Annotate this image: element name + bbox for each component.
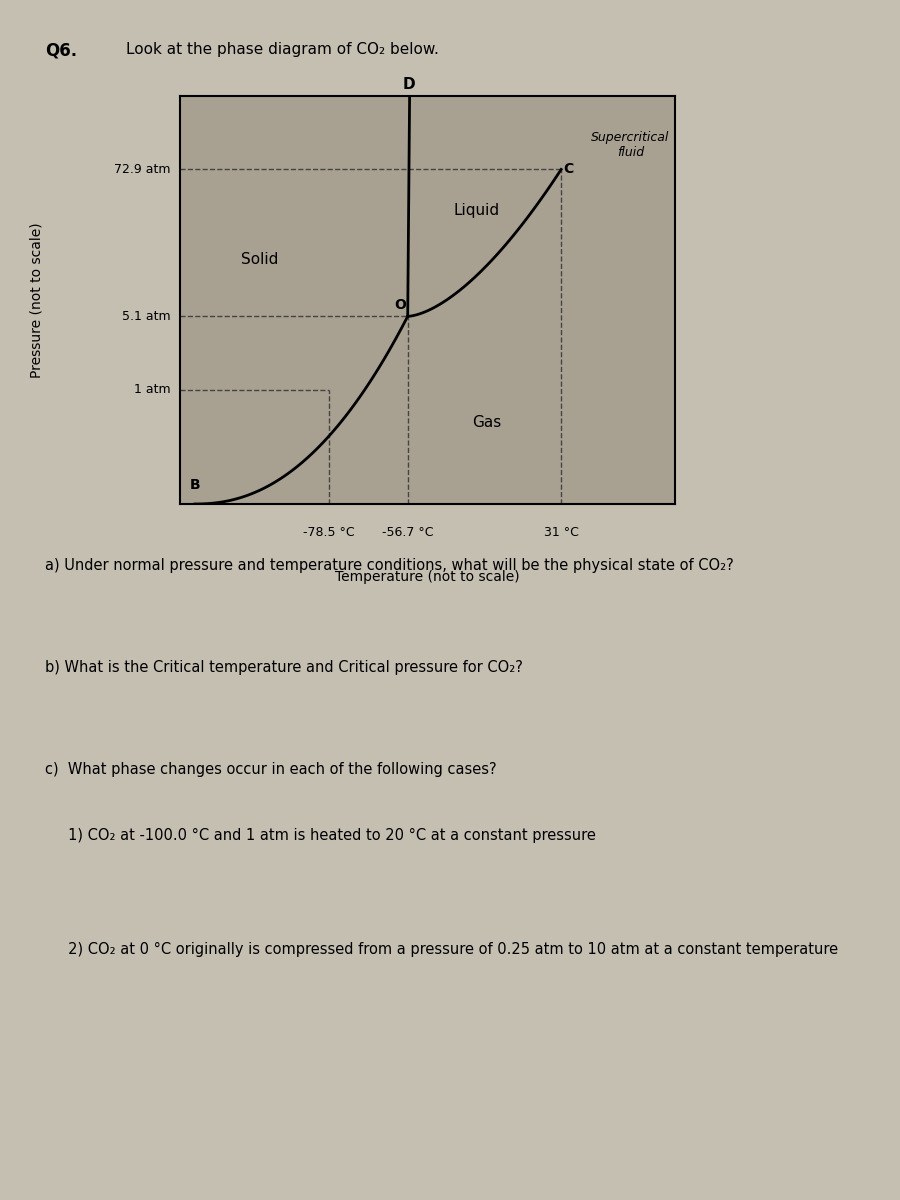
Text: 5.1 atm: 5.1 atm: [122, 310, 171, 323]
Text: 72.9 atm: 72.9 atm: [114, 163, 171, 176]
Text: 1 atm: 1 atm: [134, 383, 171, 396]
Text: 31 °C: 31 °C: [544, 526, 579, 539]
Text: -56.7 °C: -56.7 °C: [382, 526, 434, 539]
Text: D: D: [402, 77, 415, 92]
Text: B: B: [190, 478, 201, 492]
Text: O: O: [394, 299, 406, 312]
Text: Q6.: Q6.: [45, 42, 77, 60]
Text: Liquid: Liquid: [454, 203, 500, 217]
Text: c)  What phase changes occur in each of the following cases?: c) What phase changes occur in each of t…: [45, 762, 497, 778]
Text: Supercritical
fluid: Supercritical fluid: [591, 131, 670, 158]
Text: 1) CO₂ at -100.0 °C and 1 atm is heated to 20 °C at a constant pressure: 1) CO₂ at -100.0 °C and 1 atm is heated …: [45, 828, 596, 844]
Text: b) What is the Critical temperature and Critical pressure for CO₂?: b) What is the Critical temperature and …: [45, 660, 523, 674]
Text: C: C: [563, 162, 574, 176]
Text: Pressure (not to scale): Pressure (not to scale): [29, 222, 43, 378]
Text: -78.5 °C: -78.5 °C: [302, 526, 355, 539]
Text: Solid: Solid: [240, 252, 278, 266]
Text: Look at the phase diagram of CO₂ below.: Look at the phase diagram of CO₂ below.: [126, 42, 439, 56]
Text: a) Under normal pressure and temperature conditions, what will be the physical s: a) Under normal pressure and temperature…: [45, 558, 733, 572]
Text: Gas: Gas: [472, 415, 501, 430]
Text: Temperature (not to scale): Temperature (not to scale): [335, 570, 520, 584]
Text: 2) CO₂ at 0 °C originally is compressed from a pressure of 0.25 atm to 10 atm at: 2) CO₂ at 0 °C originally is compressed …: [45, 942, 838, 958]
